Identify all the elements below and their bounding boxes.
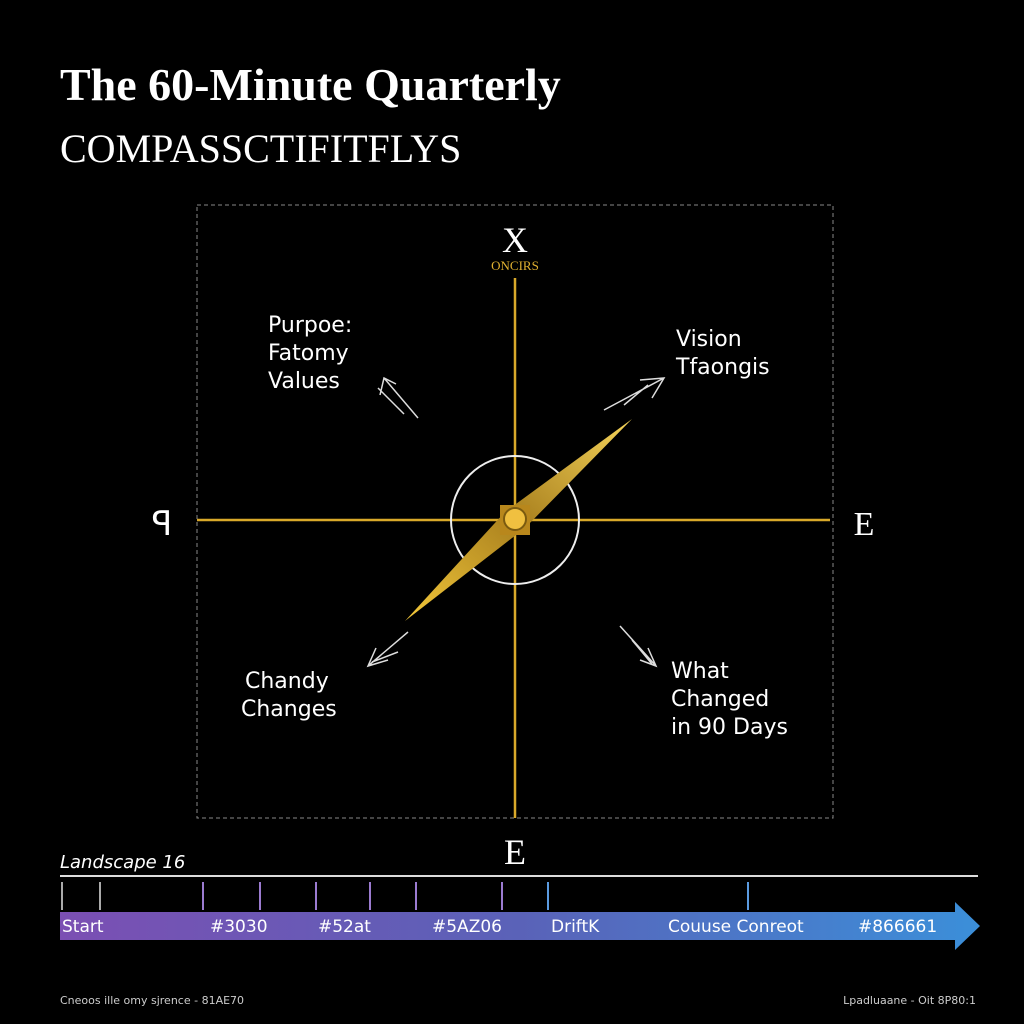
timeline-stop: #5AZ06	[432, 917, 502, 937]
quadrant-text: Changes	[241, 697, 337, 722]
hub	[503, 507, 527, 531]
timeline-stop: DriftK	[551, 917, 600, 937]
west-label: ꟼ	[152, 506, 173, 543]
timeline-ticks	[61, 882, 749, 910]
north-label: X	[502, 220, 528, 260]
timeline-stop: #52at	[318, 917, 371, 937]
south-label: E	[504, 832, 526, 872]
quadrant-text: Changed	[671, 687, 769, 712]
quadrant-text: What	[671, 659, 729, 684]
compass-ring	[450, 455, 580, 585]
timeline-stop: Couuse Conreot	[668, 917, 804, 937]
east-label: E	[854, 506, 875, 543]
subtitle: COMPASSCTIFITFLYS	[60, 126, 461, 171]
north-sublabel: ONCIRS	[491, 258, 539, 273]
frame	[196, 204, 834, 819]
timeline-stop: Start	[62, 917, 104, 937]
timeline-stop: #866661	[858, 917, 937, 937]
title: The 60-Minute Quarterly	[60, 59, 561, 110]
quadrant-text: Fatomy	[268, 341, 349, 366]
arrows	[366, 376, 666, 668]
timeline-stop: #3030	[210, 917, 268, 937]
timeline-label: Landscape 16	[60, 852, 185, 873]
footer-right: Lpadluaane - Oit 8P80:1	[843, 994, 976, 1007]
timeline-bar	[60, 902, 980, 950]
quadrant-text: Tfaongis	[675, 355, 770, 380]
quadrant-text: in 90 Days	[671, 715, 788, 740]
quadrant-text: Purpoe:	[268, 313, 352, 338]
quadrant-text: Chandy	[245, 669, 329, 694]
quadrant-text: Values	[268, 369, 340, 394]
quadrant-text: Vision	[676, 327, 742, 352]
footer-left: Cneoos ille omy sjrence - 81AE70	[60, 994, 244, 1007]
